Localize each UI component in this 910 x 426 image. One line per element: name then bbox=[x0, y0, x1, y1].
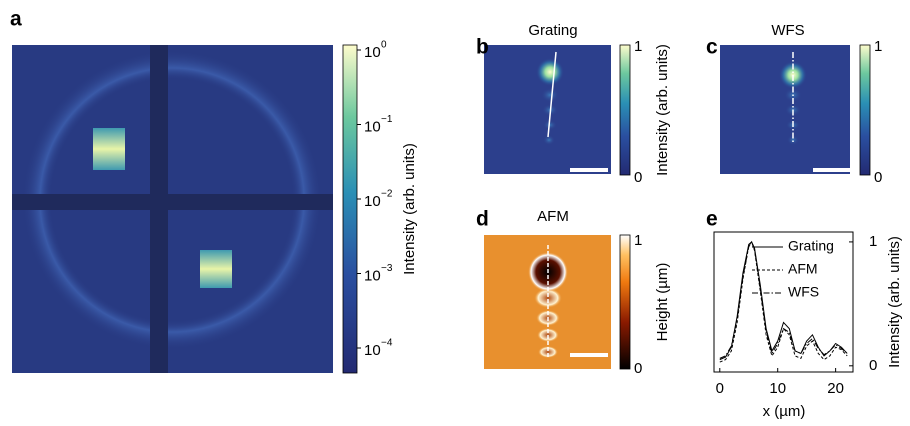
panel-title: Grating bbox=[528, 22, 577, 39]
x-tick-label: 20 bbox=[827, 380, 844, 397]
panel-label: e bbox=[706, 208, 718, 231]
grating-image bbox=[484, 45, 611, 174]
legend-label: WFS bbox=[788, 284, 819, 300]
afm-image bbox=[484, 235, 611, 369]
colorbar bbox=[343, 45, 357, 373]
colorbar-tick-label: 1 bbox=[634, 38, 642, 55]
colorbar-tick-label: 10 bbox=[364, 193, 381, 210]
x-tick-label: 10 bbox=[769, 380, 786, 397]
colorbar-tick-exp: −3 bbox=[381, 263, 393, 274]
colorbar-tick-label: 10 bbox=[364, 267, 381, 284]
colorbar-tick-exp: −1 bbox=[381, 114, 393, 125]
colorbar-tick-label: 10 bbox=[364, 44, 381, 61]
colorbar-tick-label: 0 bbox=[634, 169, 642, 186]
y-tick-label: 1 bbox=[869, 233, 877, 250]
colorbar-tick-exp: 0 bbox=[381, 40, 387, 51]
colorbar-title: Intensity (arb. units) bbox=[654, 44, 671, 176]
wfs-image bbox=[720, 45, 850, 174]
panel-title: WFS bbox=[771, 22, 804, 39]
colorbar-tick-exp: −4 bbox=[381, 338, 393, 349]
panel-label: b bbox=[476, 36, 489, 59]
legend-label: Grating bbox=[788, 238, 834, 254]
diffraction-image bbox=[12, 45, 333, 373]
colorbar-tick-label: 1 bbox=[874, 38, 882, 55]
colorbar bbox=[620, 45, 630, 175]
panel-label: c bbox=[706, 36, 718, 59]
panel-title: AFM bbox=[537, 208, 569, 225]
legend-label: AFM bbox=[788, 261, 818, 277]
colorbar-tick-label: 10 bbox=[364, 118, 381, 135]
y-tick-label: 0 bbox=[869, 357, 877, 374]
colorbar-tick-exp: −2 bbox=[381, 189, 393, 200]
x-axis-title: x (µm) bbox=[763, 403, 806, 420]
panel-label: a bbox=[10, 8, 22, 31]
colorbar-tick-label: 10 bbox=[364, 342, 381, 359]
y-axis-title: Intensity (arb. units) bbox=[886, 236, 903, 368]
colorbar bbox=[860, 45, 870, 175]
colorbar-title: Intensity (arb. units) bbox=[401, 143, 418, 275]
colorbar bbox=[620, 235, 630, 369]
colorbar-tick-label: 0 bbox=[874, 169, 882, 186]
x-tick-label: 0 bbox=[716, 380, 724, 397]
figure: a Intensity (arb. units) b Grating Inten… bbox=[0, 0, 910, 426]
colorbar-tick-label: 1 bbox=[634, 232, 642, 249]
colorbar-tick-label: 0 bbox=[634, 360, 642, 377]
panel-label: d bbox=[476, 208, 489, 231]
colorbar-title: Height (µm) bbox=[654, 263, 671, 342]
data-line bbox=[720, 242, 847, 360]
